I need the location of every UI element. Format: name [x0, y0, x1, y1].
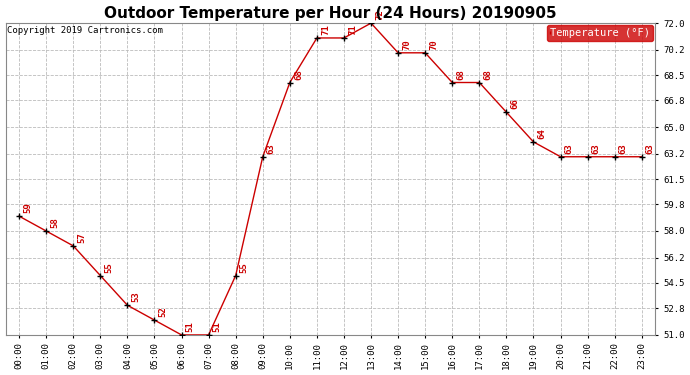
- Text: 51: 51: [213, 321, 221, 332]
- Text: 55: 55: [104, 262, 113, 273]
- Text: 53: 53: [131, 291, 141, 302]
- Text: 72: 72: [375, 9, 384, 20]
- Text: 55: 55: [239, 262, 248, 273]
- Text: 58: 58: [50, 217, 59, 228]
- Text: 71: 71: [321, 24, 330, 35]
- Text: 51: 51: [186, 321, 195, 332]
- Text: 52: 52: [159, 306, 168, 317]
- Text: 66: 66: [511, 99, 520, 109]
- Legend: Temperature (°F): Temperature (°F): [547, 25, 653, 42]
- Text: 63: 63: [592, 143, 601, 154]
- Text: Copyright 2019 Cartronics.com: Copyright 2019 Cartronics.com: [7, 26, 163, 35]
- Text: 57: 57: [77, 232, 86, 243]
- Text: 63: 63: [267, 143, 276, 154]
- Text: 70: 70: [402, 39, 411, 50]
- Text: 64: 64: [538, 128, 546, 139]
- Title: Outdoor Temperature per Hour (24 Hours) 20190905: Outdoor Temperature per Hour (24 Hours) …: [104, 6, 557, 21]
- Text: 68: 68: [456, 69, 465, 80]
- Text: 59: 59: [23, 202, 32, 213]
- Text: 68: 68: [294, 69, 303, 80]
- Text: 71: 71: [348, 24, 357, 35]
- Text: 63: 63: [646, 143, 655, 154]
- Text: 70: 70: [429, 39, 438, 50]
- Text: 63: 63: [564, 143, 573, 154]
- Text: 68: 68: [484, 69, 493, 80]
- Text: 63: 63: [619, 143, 628, 154]
